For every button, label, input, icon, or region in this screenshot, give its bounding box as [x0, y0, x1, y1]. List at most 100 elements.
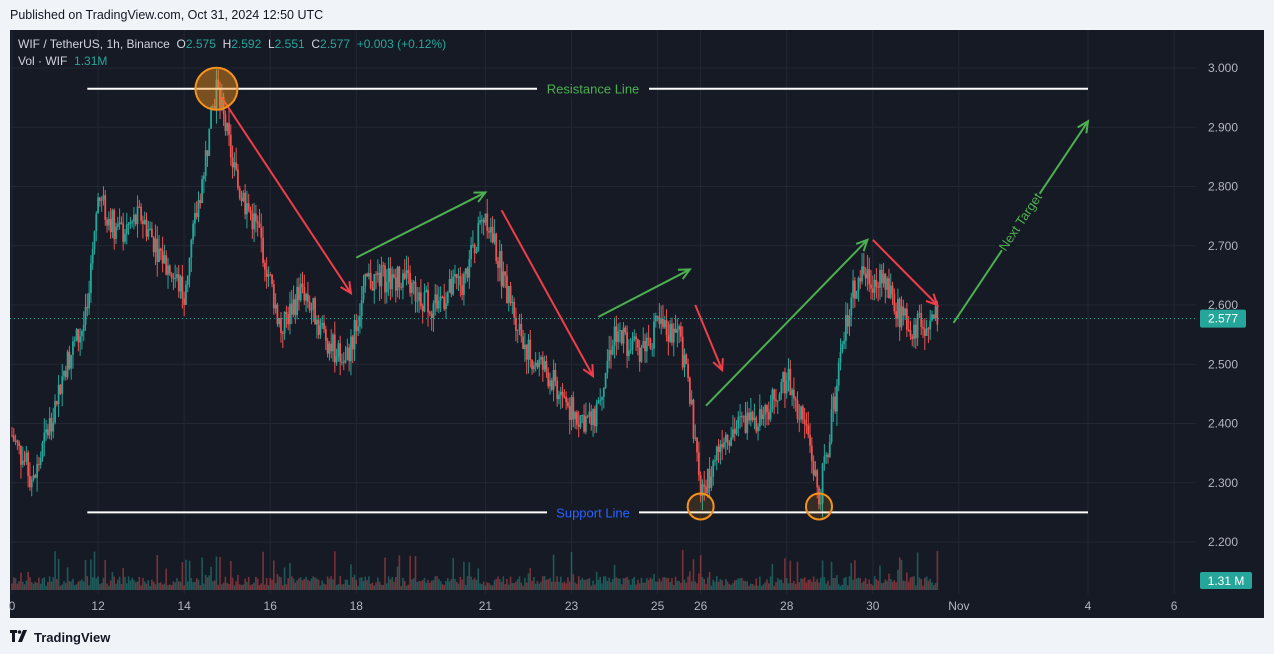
volume-bar [579, 579, 582, 590]
volume-bar [88, 585, 90, 590]
volume-bar [868, 579, 871, 590]
volume-bar [759, 576, 761, 590]
candle-body [321, 322, 324, 326]
volume-bar [176, 578, 178, 590]
candle-body [590, 411, 593, 425]
footer-brand[interactable]: TradingView [34, 630, 111, 645]
candle-body [540, 357, 542, 360]
volume-bar [109, 580, 112, 590]
volume-bar [807, 579, 810, 590]
tradingview-logo-icon [10, 630, 27, 642]
volume-bar [86, 576, 89, 590]
volume-bar [463, 561, 465, 590]
volume-bar [735, 580, 738, 590]
candle-body [342, 361, 345, 363]
volume-bar [663, 577, 666, 590]
candle-body [907, 329, 910, 331]
candle-body [697, 452, 700, 476]
candle-body [152, 237, 155, 253]
candle-body [828, 442, 831, 458]
volume-bar [884, 579, 887, 590]
volume-bar [14, 578, 17, 590]
candle-body [294, 299, 297, 316]
candle-body [464, 268, 467, 275]
candle-body [647, 337, 650, 339]
volume-bar [699, 555, 702, 590]
volume-bar [893, 580, 896, 590]
candle-body [821, 463, 824, 504]
volume-bar [812, 576, 815, 590]
legend-volume-value: 1.31M [74, 54, 108, 68]
candle-body [204, 150, 207, 176]
volume-bar [629, 584, 632, 590]
volume-bar [409, 555, 411, 590]
volume-bar [816, 579, 819, 590]
volume-bar [518, 576, 521, 590]
candle-body [782, 372, 785, 382]
candle-body [375, 274, 377, 276]
candle-body [604, 373, 607, 388]
volume-bar [845, 576, 847, 590]
volume-bar [818, 582, 820, 590]
volume-bar [407, 584, 410, 590]
candle-body [177, 274, 180, 292]
volume-bar [726, 581, 729, 590]
candle-body [796, 400, 799, 419]
candle-body [495, 233, 498, 261]
candle-body [800, 406, 802, 420]
candle-body [710, 476, 713, 488]
candle-body [369, 272, 372, 289]
volume-bar [500, 581, 503, 590]
volume-bar [249, 585, 252, 590]
candle-body [873, 279, 876, 293]
volume-bar [251, 584, 254, 590]
candle-body [206, 150, 209, 156]
candle-body [436, 294, 438, 309]
candle-body [387, 268, 390, 283]
candle-body [497, 261, 499, 268]
volume-bar [841, 584, 844, 590]
candle-body [558, 394, 560, 400]
volume-bar [332, 579, 334, 590]
candle-body [54, 401, 56, 423]
candle-body [450, 279, 453, 295]
volume-bar [479, 583, 481, 590]
volume-bar [140, 585, 142, 590]
volume-badge-text: 1.31 M [1208, 574, 1245, 588]
volume-bar [113, 576, 116, 590]
volume-bar [65, 583, 67, 590]
candle-body [489, 226, 492, 233]
candle-body [11, 435, 13, 437]
candle-body [888, 278, 890, 299]
candle-body [66, 351, 69, 378]
volume-bar [852, 579, 854, 590]
candle-body [389, 268, 392, 290]
candle-body [25, 452, 28, 462]
volume-bar [461, 579, 463, 590]
candle-body [258, 223, 261, 228]
candle-body [367, 272, 370, 277]
candle-body [109, 219, 112, 233]
volume-bar [846, 585, 849, 590]
volume-bar [455, 581, 458, 590]
candle-body [150, 228, 153, 238]
candle-body [333, 334, 336, 363]
volume-bar [131, 577, 133, 590]
candle-body [656, 315, 659, 318]
candle-body [651, 348, 654, 350]
candle-body [38, 464, 40, 466]
volume-bar [307, 579, 309, 590]
volume-bar [127, 576, 130, 590]
candle-body [617, 331, 620, 342]
candle-body [769, 409, 772, 420]
candle-body [635, 336, 637, 340]
candle-body [934, 306, 937, 318]
candle-body [353, 320, 356, 350]
volume-bar [769, 576, 772, 590]
volume-bar [161, 584, 164, 590]
candle-body [107, 219, 110, 226]
candle-body [328, 343, 331, 354]
candle-body [163, 255, 166, 264]
candle-body [561, 391, 564, 397]
